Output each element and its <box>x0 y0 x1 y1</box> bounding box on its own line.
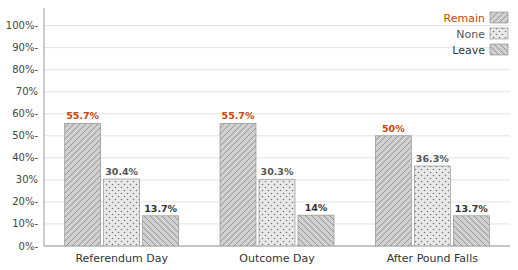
legend-swatch <box>490 28 508 39</box>
bar <box>453 216 489 246</box>
bar <box>414 166 450 246</box>
y-tick-label: 90%- <box>12 42 38 53</box>
y-axis-line <box>44 8 45 246</box>
legend-label: Remain <box>444 12 485 25</box>
bar <box>220 123 256 246</box>
data-label: 55.7% <box>222 110 255 121</box>
bar <box>65 123 101 246</box>
grid-line <box>44 135 510 136</box>
y-tick-label: 20%- <box>12 196 38 207</box>
y-tick-label: 10%- <box>12 218 38 229</box>
legend: Remain None Leave <box>444 12 508 57</box>
bar <box>375 136 411 246</box>
data-label: 14% <box>305 202 328 213</box>
x-tick-label: Referendum Day <box>75 252 168 265</box>
grid <box>44 26 510 246</box>
data-label: 55.7% <box>66 110 99 121</box>
grid-line <box>44 113 510 114</box>
y-tick-label: 100%- <box>6 20 39 31</box>
data-label: 50% <box>382 123 405 134</box>
y-tick-label: 80%- <box>12 64 38 75</box>
data-label: 30.3% <box>261 166 294 177</box>
y-tick-label: 50%- <box>12 130 38 141</box>
legend-label: None <box>456 28 485 41</box>
grid-line <box>44 91 510 92</box>
x-tick-label: Outcome Day <box>239 252 315 265</box>
data-label: 36.3% <box>416 153 449 164</box>
grid-line <box>44 47 510 48</box>
y-tick-label: 0%- <box>19 241 39 252</box>
y-tick-label: 70% <box>16 86 38 97</box>
grid-line <box>44 69 510 70</box>
data-label: 30.4% <box>105 166 138 177</box>
bars <box>65 123 490 246</box>
legend-label: Leave <box>452 44 485 57</box>
data-labels: 55.7% 30.4% 13.7% 55.7% 30.3% 14% 50% 36.3% 13.7… <box>66 110 488 214</box>
x-tick-label: After Pound Falls <box>387 252 478 265</box>
bar <box>104 179 140 246</box>
y-tick-label: 40%- <box>12 152 38 163</box>
legend-swatch <box>490 12 508 23</box>
grid-line <box>44 25 510 26</box>
legend-swatch <box>490 44 508 55</box>
data-label: 13.7% <box>144 203 177 214</box>
chart: 0%- 10%- 20%- 30% 40%- 50%- 60%- 70% 80%- 90%- 100… <box>0 0 518 270</box>
data-label: 13.7% <box>455 203 488 214</box>
y-tick-label: 60%- <box>12 108 38 119</box>
y-tick-label: 30% <box>16 174 38 185</box>
bar <box>143 216 179 246</box>
bar <box>298 215 334 246</box>
bar <box>259 179 295 246</box>
